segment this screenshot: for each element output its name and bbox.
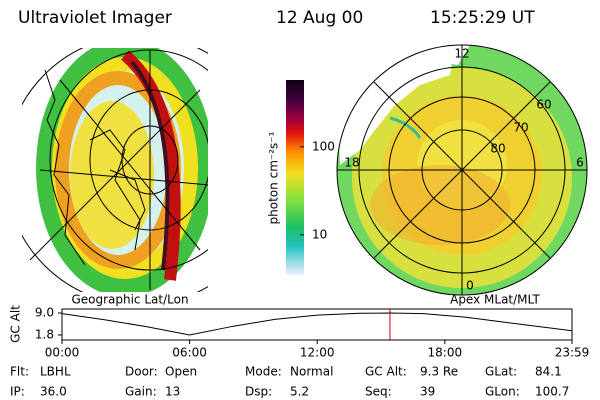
colorbar-label: photon cm⁻²s⁻¹ xyxy=(267,131,281,224)
info-value: 5.2 xyxy=(290,385,309,399)
date: 12 Aug 00 xyxy=(276,8,363,28)
altitude-curve xyxy=(61,312,573,336)
info-value: 13 xyxy=(165,385,180,399)
x-tick-label: 06:00 xyxy=(172,346,207,360)
left-map-label: Geographic Lat/Lon xyxy=(71,293,188,307)
info-value: 9.3 Re xyxy=(420,365,458,379)
mlt-label: 6 xyxy=(576,156,584,170)
x-tick-label: 23:59 xyxy=(555,346,590,360)
x-tick-label: 12:00 xyxy=(300,346,335,360)
info-label: Flt: xyxy=(10,365,29,379)
info-value: 84.1 xyxy=(535,365,562,379)
mlat-label: 80 xyxy=(490,142,505,156)
colorbar-tick-label: 10 xyxy=(312,227,327,241)
mlt-label: 0 xyxy=(466,279,474,293)
y-tick-label: 9.0 xyxy=(35,306,54,320)
info-label: IP: xyxy=(10,385,25,399)
mlt-label: 12 xyxy=(454,47,469,61)
geographic-map xyxy=(22,48,208,292)
mlat-label: 70 xyxy=(513,121,528,135)
info-value: Normal xyxy=(290,365,333,379)
x-tick-label: 18:00 xyxy=(428,346,463,360)
info-label: Door: xyxy=(125,365,158,379)
instrument-title: Ultraviolet Imager xyxy=(18,8,172,28)
colorbar xyxy=(286,80,304,275)
mlat-label: 60 xyxy=(536,98,551,112)
y-tick-label: 1.8 xyxy=(35,328,54,342)
info-value: 39 xyxy=(420,385,435,399)
info-label: GLat: xyxy=(485,365,517,379)
colorbar-tick-label: 100 xyxy=(312,139,335,153)
info-label: Mode: xyxy=(245,365,282,379)
right-map-label: Apex MLat/MLT xyxy=(450,293,540,307)
altitude-frame xyxy=(61,308,573,341)
info-value: 36.0 xyxy=(40,385,67,399)
info-value: LBHL xyxy=(40,365,71,379)
info-label: GC Alt: xyxy=(365,365,407,379)
info-value: 100.7 xyxy=(535,385,569,399)
altitude-axis-label: GC Alt xyxy=(9,305,23,343)
info-value: Open xyxy=(165,365,197,379)
x-tick-label: 00:00 xyxy=(45,346,80,360)
info-label: Seq: xyxy=(365,385,392,399)
info-label: Gain: xyxy=(125,385,157,399)
time: 15:25:29 UT xyxy=(430,8,535,28)
polar-grid xyxy=(336,44,588,296)
mlt-label: 18 xyxy=(344,156,359,170)
info-label: GLon: xyxy=(485,385,520,399)
info-label: Dsp: xyxy=(245,385,272,399)
